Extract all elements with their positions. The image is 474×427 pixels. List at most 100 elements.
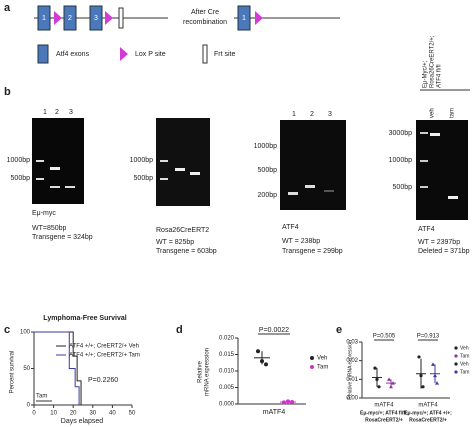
legend-text: Lox P site [135,51,166,58]
y-tick-label: 0 [27,403,31,409]
x-tick-label: 0 [32,411,36,417]
gel-note: WT=850bp [32,225,67,232]
y-label: mRNA expression [205,348,211,396]
point [264,362,268,367]
marker-label: 1000bp [254,143,277,150]
legend-lox [120,47,128,61]
group-label: Eμ-myc/+; ATF4 +/+; [404,410,452,416]
gel-name: ATF4 [282,224,299,231]
legend-marker [310,365,314,369]
marker-label: 1000bp [130,157,153,164]
legend-text: Tam [317,365,328,371]
frt-site [118,7,124,29]
group-label: Eμ-myc/+; ATF4 fl/fl; [360,410,408,416]
x-tick-label: 10 [50,411,57,417]
legend-text: Tam [460,369,469,375]
gel-name: Eμ-myc [32,210,56,217]
lox-site [105,11,113,25]
point [373,366,377,370]
legend-text: Veh [317,356,327,362]
gel-note: Transgene = 299bp [282,248,343,255]
marker-label: 1000bp [7,157,30,164]
y-tick-label: 0.020 [219,336,235,342]
exon-number: 2 [68,15,72,22]
legend-exon [37,44,49,64]
recombination-text: recombination [183,19,227,26]
point [387,377,391,381]
gel [280,120,346,210]
recombination-text: After Cre [191,9,219,16]
y-tick-label: 0.000 [219,402,235,408]
marker-label: 200bp [258,192,278,199]
y-tick-label: 100 [20,330,31,336]
gel-note: WT = 2397bp [418,239,460,246]
y-label: Relative [198,361,204,383]
legend-text: Frt site [214,51,235,58]
chart-title: Lymphoma-Free Survival [43,315,126,322]
panel-a: a 1 2 3 After Cre recombination 1 Atf4 e… [4,2,340,64]
exon-number: 1 [242,15,246,22]
x-label: mATF4 [374,403,394,409]
y-tick-label: 0.010 [219,369,235,375]
exon-number: 1 [42,15,46,22]
panel-label: a [4,2,11,14]
x-tick-label: 50 [129,411,136,417]
marker-label: 3000bp [389,130,412,137]
survival-line [34,331,80,405]
legend-text: ATF4 +/+; CreERT2/+ Veh [69,344,139,350]
exon [237,5,251,31]
legend-text: Veh [460,361,469,367]
group-label: RosaCreERT2/+ [365,417,403,423]
point [256,349,260,354]
x-tick-label: 20 [70,411,77,417]
marker-label: 500bp [258,167,278,174]
p-value: P=0.2260 [88,377,118,384]
exon [37,5,51,31]
legend-text: Tam [460,353,469,359]
panel-label: d [176,324,183,336]
legend-marker [454,346,458,350]
lane-label: tam [450,108,456,118]
gel-name: ATF4 [418,226,435,233]
legend-marker [454,370,458,374]
lane-label: 2 [310,111,314,118]
exon [89,5,103,31]
lane-label: 1 [43,109,47,116]
point [417,355,421,359]
survival-line [34,331,82,405]
panel-label: e [336,324,342,336]
legend-frt [202,44,208,64]
point [431,362,435,366]
marker-label: 500bp [393,184,413,191]
marker-label: 1000bp [389,157,412,164]
gel-note: Transgene = 603bp [156,248,217,255]
genotype: Rosa26CreERT2/+; [430,35,436,88]
panel-label: c [4,324,10,336]
marker-label: 500bp [11,175,31,182]
legend-text: ATF4 +/+; CreERT2/+ Tam [69,353,140,359]
legend-marker [454,354,458,358]
y-tick-label: 50 [23,366,30,372]
y-tick-label: 0.015 [219,352,235,358]
panel-label: b [4,86,11,98]
point [377,385,381,389]
y-tick-label: 0.01 [346,377,358,383]
lane-label: 1 [292,111,296,118]
group-label: RosaCreERT2/+ [409,417,447,423]
lox-site [255,11,263,25]
x-label: Days elapsed [61,418,104,425]
legend-marker [454,362,458,366]
y-tick-label: 0.005 [219,385,235,391]
p-value: P=0.0022 [259,327,289,334]
gel [416,120,468,220]
genotype: Eμ-Myc/+; [423,60,429,88]
point [421,385,425,389]
annotation: Tam [36,394,47,400]
x-label: mATF4 [263,409,286,416]
gel-note: WT = 825bp [156,239,194,246]
p-value: P=0.913 [417,334,440,340]
lane-label: veh [430,108,436,118]
genotype: ATF4 fl/fl [437,64,443,88]
y-tick-label: 0.00 [346,396,358,402]
